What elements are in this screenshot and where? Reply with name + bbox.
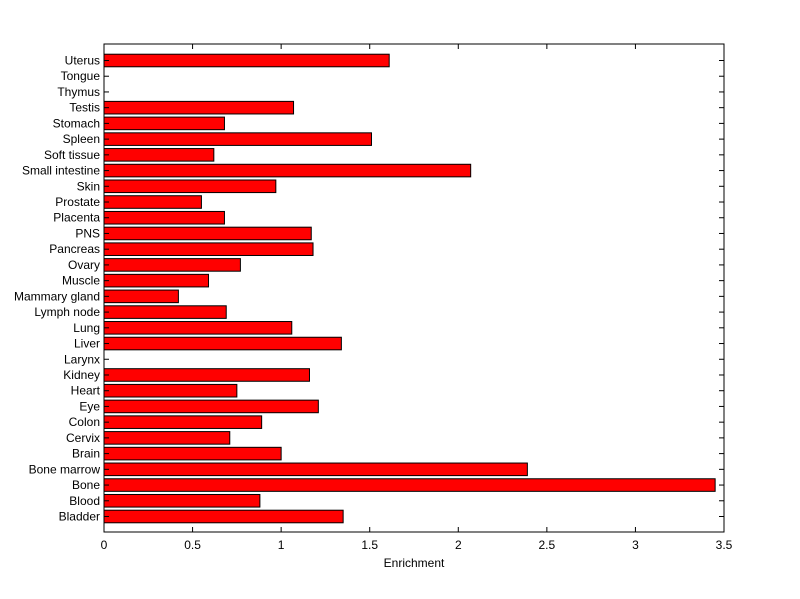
x-tick-label: 0.5 xyxy=(184,538,201,552)
y-tick-label: Testis xyxy=(69,101,100,115)
x-tick-label: 2.5 xyxy=(539,538,556,552)
y-tick-label: Ovary xyxy=(68,258,100,272)
bar-skin xyxy=(103,179,277,194)
y-tick-label: Bone xyxy=(72,478,100,492)
y-tick-label: Lung xyxy=(73,321,100,335)
y-tick-label: Cervix xyxy=(66,431,100,445)
y-tick-label: Prostate xyxy=(55,195,100,209)
y-tick-label: Skin xyxy=(77,179,100,193)
x-axis-label: Enrichment xyxy=(384,556,445,570)
y-tick-label: Brain xyxy=(72,447,100,461)
bar-soft-tissue xyxy=(103,148,215,162)
bar-bladder xyxy=(103,509,344,524)
bar-liver xyxy=(103,336,342,351)
y-tick-label: Blood xyxy=(69,494,100,508)
y-tick-label: Mammary gland xyxy=(14,289,100,303)
y-tick-label: Soft tissue xyxy=(44,148,100,162)
x-tick-label: 0 xyxy=(101,538,108,552)
bar-small-intestine xyxy=(103,163,472,178)
x-tick-label: 1.5 xyxy=(361,538,378,552)
bar-uterus xyxy=(103,53,390,68)
y-tick-label: Larynx xyxy=(64,352,100,366)
y-tick-label: Uterus xyxy=(65,54,100,68)
bar-bone-marrow xyxy=(103,462,528,477)
bar-brain xyxy=(103,446,282,461)
bar-pns xyxy=(103,226,312,241)
bar-colon xyxy=(103,415,263,429)
y-tick-label: Placenta xyxy=(53,211,100,225)
bar-mammary-gland xyxy=(103,289,179,304)
y-tick-label: Muscle xyxy=(62,274,100,288)
y-tick-label: Lymph node xyxy=(34,305,100,319)
x-tick-label: 1 xyxy=(278,538,285,552)
y-tick-label: Eye xyxy=(79,399,100,413)
bar-eye xyxy=(103,399,319,414)
plot-frame xyxy=(103,43,725,533)
bar-spleen xyxy=(103,132,372,146)
x-tick-label: 2 xyxy=(455,538,462,552)
y-tick-label: Spleen xyxy=(63,132,100,146)
bar-testis xyxy=(103,100,295,115)
x-tick-label: 3.5 xyxy=(716,538,733,552)
y-tick-label: Pancreas xyxy=(49,242,100,256)
x-axis-ticks: 0 0.5 1 1.5 2 2.5 3 3.5 xyxy=(101,44,733,552)
y-tick-label: Tongue xyxy=(61,69,101,83)
y-tick-label: Heart xyxy=(71,384,101,398)
bar-placenta xyxy=(103,210,225,225)
bar-lymph-node xyxy=(103,305,227,319)
y-tick-label: Bladder xyxy=(59,510,100,524)
y-tick-label: PNS xyxy=(75,226,100,240)
bar-kidney xyxy=(103,368,310,382)
y-tick-label: Liver xyxy=(74,337,100,351)
bar-prostate xyxy=(103,195,202,209)
y-tick-label: Kidney xyxy=(63,368,100,382)
y-tick-label: Small intestine xyxy=(22,164,100,178)
x-tick-label: 3 xyxy=(632,538,639,552)
bar-pancreas xyxy=(103,242,314,256)
bar-stomach xyxy=(103,116,225,131)
bar-ovary xyxy=(103,258,241,272)
bar-cervix xyxy=(103,431,231,445)
bar-bone xyxy=(103,478,716,492)
y-tick-label: Thymus xyxy=(57,85,100,99)
y-tick-label: Stomach xyxy=(53,116,100,130)
bar-lung xyxy=(103,321,293,335)
y-tick-label: Bone marrow xyxy=(29,462,101,476)
bar-heart xyxy=(103,383,238,398)
bar-blood xyxy=(103,493,261,508)
y-tick-label: Colon xyxy=(69,415,100,429)
bar-muscle xyxy=(103,273,210,288)
